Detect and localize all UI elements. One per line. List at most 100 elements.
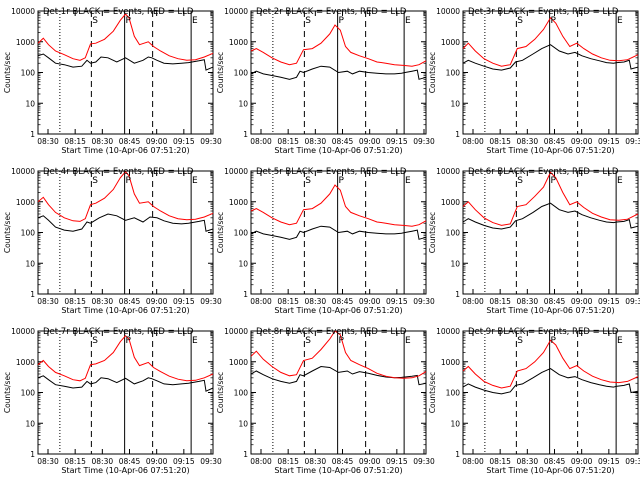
detector-panel: 1 10 100 1000 10000 08:00 08:15 08:30 08:45 09:00… [428,7,640,155]
series-line-events [250,225,427,240]
x-tick-label: 09:15 [173,297,195,306]
panel-title: Det 9r BLACK = Events, RED = LLD [468,327,619,337]
x-tick-label: 09:15 [173,137,195,146]
series-line-events [462,44,639,71]
detector-panel: 1 10 100 1000 10000 08:30 08:15 08:30 08:45 09:00… [3,327,222,475]
phase-marker: S [517,16,523,26]
y-tick-label: 1 [455,450,460,459]
plot-frame [37,330,214,455]
phase-marker: S [92,176,98,186]
plot-frame [250,330,427,455]
y-tick-label: 1000 [229,38,248,47]
y-tick-label: 10 [238,99,248,108]
y-axis-label: Counts/sec [428,372,437,413]
x-tick-label: 08:30 [92,457,114,466]
x-tick-label: 08:45 [119,137,141,146]
x-tick-label: 08:30 [37,137,59,146]
x-tick-label: 08:45 [544,457,566,466]
phase-marker: P [339,176,345,186]
y-tick-label: 1000 [16,358,35,367]
series-line-events [250,65,427,80]
x-tick-label: 08:45 [332,137,354,146]
y-tick-label: 10 [238,419,248,428]
phase-marker: E [192,16,198,26]
panel-title: Det 2r BLACK = Events, RED = LLD [256,7,407,17]
detector-panel: 1 10 100 1000 10000 08:30 08:15 08:30 08:45 09:00… [3,7,222,155]
phase-marker: P [551,176,557,186]
panel-title: Det 8r BLACK = Events, RED = LLD [256,327,407,337]
x-tick-label: 08:45 [544,297,566,306]
y-tick-label: 1000 [229,198,248,207]
y-tick-label: 1000 [229,358,248,367]
x-axis-label: Start Time (10-Apr-06 07:51:20) [274,146,402,155]
x-tick-label: 09:00 [571,457,593,466]
panel-title: Det 4r BLACK = Events, RED = LLD [43,167,194,177]
x-tick-label: 08:30 [517,137,539,146]
y-tick-label: 1 [30,130,35,139]
x-tick-label: 08:30 [305,297,327,306]
phase-marker: P [126,16,132,26]
series-line-lld [462,16,639,67]
x-tick-label: 09:15 [173,457,195,466]
x-tick-label: 09:00 [146,297,168,306]
x-tick-label: 08:15 [489,137,511,146]
y-tick-label: 10 [25,419,35,428]
y-axis-label: Counts/sec [3,212,12,253]
phase-marker: E [192,176,198,186]
x-tick-label: 08:30 [517,297,539,306]
phase-marker: E [192,336,198,346]
x-tick-label: 09:00 [571,137,593,146]
x-tick-label: 09:30 [200,137,222,146]
x-tick-label: 08:15 [64,457,86,466]
x-tick-label: 09:30 [413,297,435,306]
x-tick-label: 08:15 [277,137,299,146]
x-axis-label: Start Time (10-Apr-06 07:51:20) [61,466,189,475]
y-tick-label: 100 [21,389,36,398]
x-tick-label: 09:15 [386,137,408,146]
detector-panel: 1 10 100 1000 10000 08:30 08:15 08:30 08:45 09:00… [3,167,222,315]
x-tick-label: 09:30 [413,137,435,146]
y-tick-label: 100 [446,229,461,238]
x-axis-label: Start Time (10-Apr-06 07:51:20) [486,466,614,475]
x-tick-label: 08:15 [64,137,86,146]
detector-panel: 1 10 100 1000 10000 08:00 08:15 08:30 08:45 09:00… [428,327,640,475]
x-tick-label: 08:30 [517,457,539,466]
panel-title: Det 1r BLACK = Events, RED = LLD [43,7,194,17]
x-tick-label: 09:00 [359,457,381,466]
phase-marker: E [617,336,623,346]
y-tick-label: 10 [238,259,248,268]
y-tick-label: 10000 [436,327,460,336]
panel-title: Det 7r BLACK = Events, RED = LLD [43,327,194,337]
phase-marker: S [92,336,98,346]
x-tick-label: 08:15 [277,297,299,306]
x-axis-label: Start Time (10-Apr-06 07:51:20) [274,306,402,315]
y-tick-label: 1000 [441,358,460,367]
y-axis-label: Counts/sec [216,212,225,253]
x-tick-label: 09:00 [571,297,593,306]
y-tick-label: 100 [21,229,36,238]
series-line-lld [462,171,639,226]
x-tick-label: 08:15 [277,457,299,466]
x-tick-label: 09:15 [386,457,408,466]
y-tick-label: 100 [21,69,36,78]
x-tick-label: 08:30 [92,137,114,146]
series-line-lld [462,339,639,389]
y-tick-label: 10000 [11,7,35,16]
series-line-lld [37,335,214,382]
x-tick-label: 08:15 [489,457,511,466]
y-tick-label: 10 [25,99,35,108]
x-tick-label: 09:00 [146,137,168,146]
phase-marker: S [305,176,311,186]
x-tick-label: 08:00 [462,297,484,306]
series-line-events [250,365,427,386]
x-tick-label: 09:30 [625,457,640,466]
series-line-events [37,213,214,232]
y-axis-label: Counts/sec [428,212,437,253]
y-tick-label: 1 [30,290,35,299]
panel-title: Det 3r BLACK = Events, RED = LLD [468,7,619,17]
series-line-lld [37,170,214,222]
y-tick-label: 100 [446,69,461,78]
y-tick-label: 1000 [16,38,35,47]
phase-marker: S [517,336,523,346]
